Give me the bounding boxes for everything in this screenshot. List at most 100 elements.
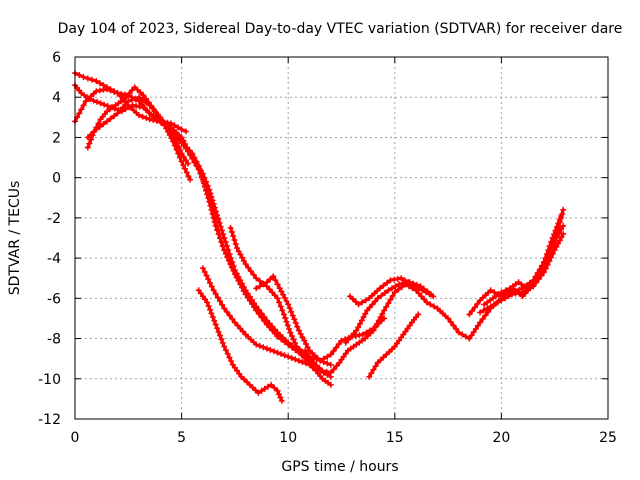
data-point xyxy=(560,231,567,237)
y-tick-label: -6 xyxy=(47,291,61,307)
data-point xyxy=(542,255,549,262)
data-point xyxy=(372,363,379,370)
data-point xyxy=(228,229,235,235)
data-point xyxy=(546,243,553,249)
data-point xyxy=(355,324,362,331)
data-point xyxy=(389,292,396,299)
data-point xyxy=(292,320,299,326)
data-point xyxy=(231,319,238,326)
data-point xyxy=(235,248,242,255)
data-point xyxy=(240,257,247,264)
data-point xyxy=(213,222,220,229)
data-point xyxy=(303,360,309,367)
data-point xyxy=(111,88,118,95)
data-point xyxy=(291,316,298,323)
data-point xyxy=(84,75,91,82)
data-point xyxy=(256,342,263,349)
data-point xyxy=(185,160,191,167)
data-point xyxy=(143,115,150,121)
data-point xyxy=(419,287,426,294)
data-point xyxy=(372,298,379,305)
data-point xyxy=(89,76,96,83)
data-point xyxy=(210,287,217,294)
data-point xyxy=(327,351,334,358)
series-track-7 xyxy=(195,287,285,404)
data-point xyxy=(280,311,287,318)
data-point xyxy=(223,308,230,315)
data-point xyxy=(535,270,542,276)
data-point xyxy=(391,289,398,296)
data-point xyxy=(385,300,392,307)
data-point xyxy=(86,140,93,147)
data-point xyxy=(239,254,246,261)
data-point xyxy=(93,124,100,131)
data-point xyxy=(539,262,546,269)
data-point xyxy=(237,281,244,288)
data-point xyxy=(202,296,209,303)
data-point xyxy=(250,271,257,278)
data-point xyxy=(423,289,430,296)
data-point xyxy=(560,206,567,213)
data-point xyxy=(548,254,555,261)
data-point xyxy=(185,148,191,155)
x-axis-label: GPS time / hours xyxy=(281,459,398,475)
plot-frame xyxy=(74,56,609,420)
data-point xyxy=(355,301,362,308)
data-point xyxy=(215,328,222,335)
data-point xyxy=(297,330,304,337)
data-point xyxy=(219,301,226,308)
series-track-11 xyxy=(302,222,567,376)
data-point xyxy=(189,155,196,162)
data-point xyxy=(244,294,251,301)
data-point xyxy=(274,281,281,288)
data-point xyxy=(270,273,277,280)
data-point xyxy=(381,315,388,322)
series-track-9 xyxy=(227,224,317,368)
data-point xyxy=(202,182,209,189)
data-point xyxy=(405,279,412,286)
data-point xyxy=(276,285,283,292)
data-point xyxy=(387,296,394,303)
data-point xyxy=(122,101,129,108)
data-point xyxy=(324,353,331,360)
data-point xyxy=(477,309,484,316)
data-point xyxy=(187,176,194,183)
data-point xyxy=(474,300,481,307)
data-point xyxy=(268,381,275,388)
data-point xyxy=(415,311,422,318)
data-point xyxy=(114,90,121,97)
data-point xyxy=(532,277,539,284)
data-point xyxy=(80,102,87,109)
data-point xyxy=(362,297,369,304)
data-point xyxy=(378,292,385,299)
data-point xyxy=(323,368,330,375)
series-track-14 xyxy=(366,311,422,380)
data-point xyxy=(204,190,211,197)
data-point xyxy=(359,299,366,306)
data-point xyxy=(358,317,365,324)
data-point xyxy=(283,298,290,305)
data-point xyxy=(551,247,558,254)
data-point xyxy=(333,363,340,369)
data-point xyxy=(263,345,270,352)
data-point xyxy=(558,234,565,241)
data-point xyxy=(214,325,221,332)
data-point xyxy=(93,78,100,85)
data-point xyxy=(276,391,282,398)
data-point xyxy=(333,344,340,351)
data-point xyxy=(485,308,492,315)
data-point xyxy=(111,113,118,119)
data-point xyxy=(222,347,229,354)
data-point xyxy=(207,198,214,205)
data-point xyxy=(212,218,219,225)
data-point xyxy=(299,334,306,341)
data-point xyxy=(205,276,212,283)
data-point xyxy=(287,329,294,336)
series-track-6 xyxy=(176,136,236,272)
data-point xyxy=(335,341,342,348)
data-point xyxy=(150,114,157,121)
data-point xyxy=(214,227,221,233)
data-point xyxy=(203,186,210,193)
data-point xyxy=(145,99,152,106)
data-point xyxy=(556,237,563,244)
